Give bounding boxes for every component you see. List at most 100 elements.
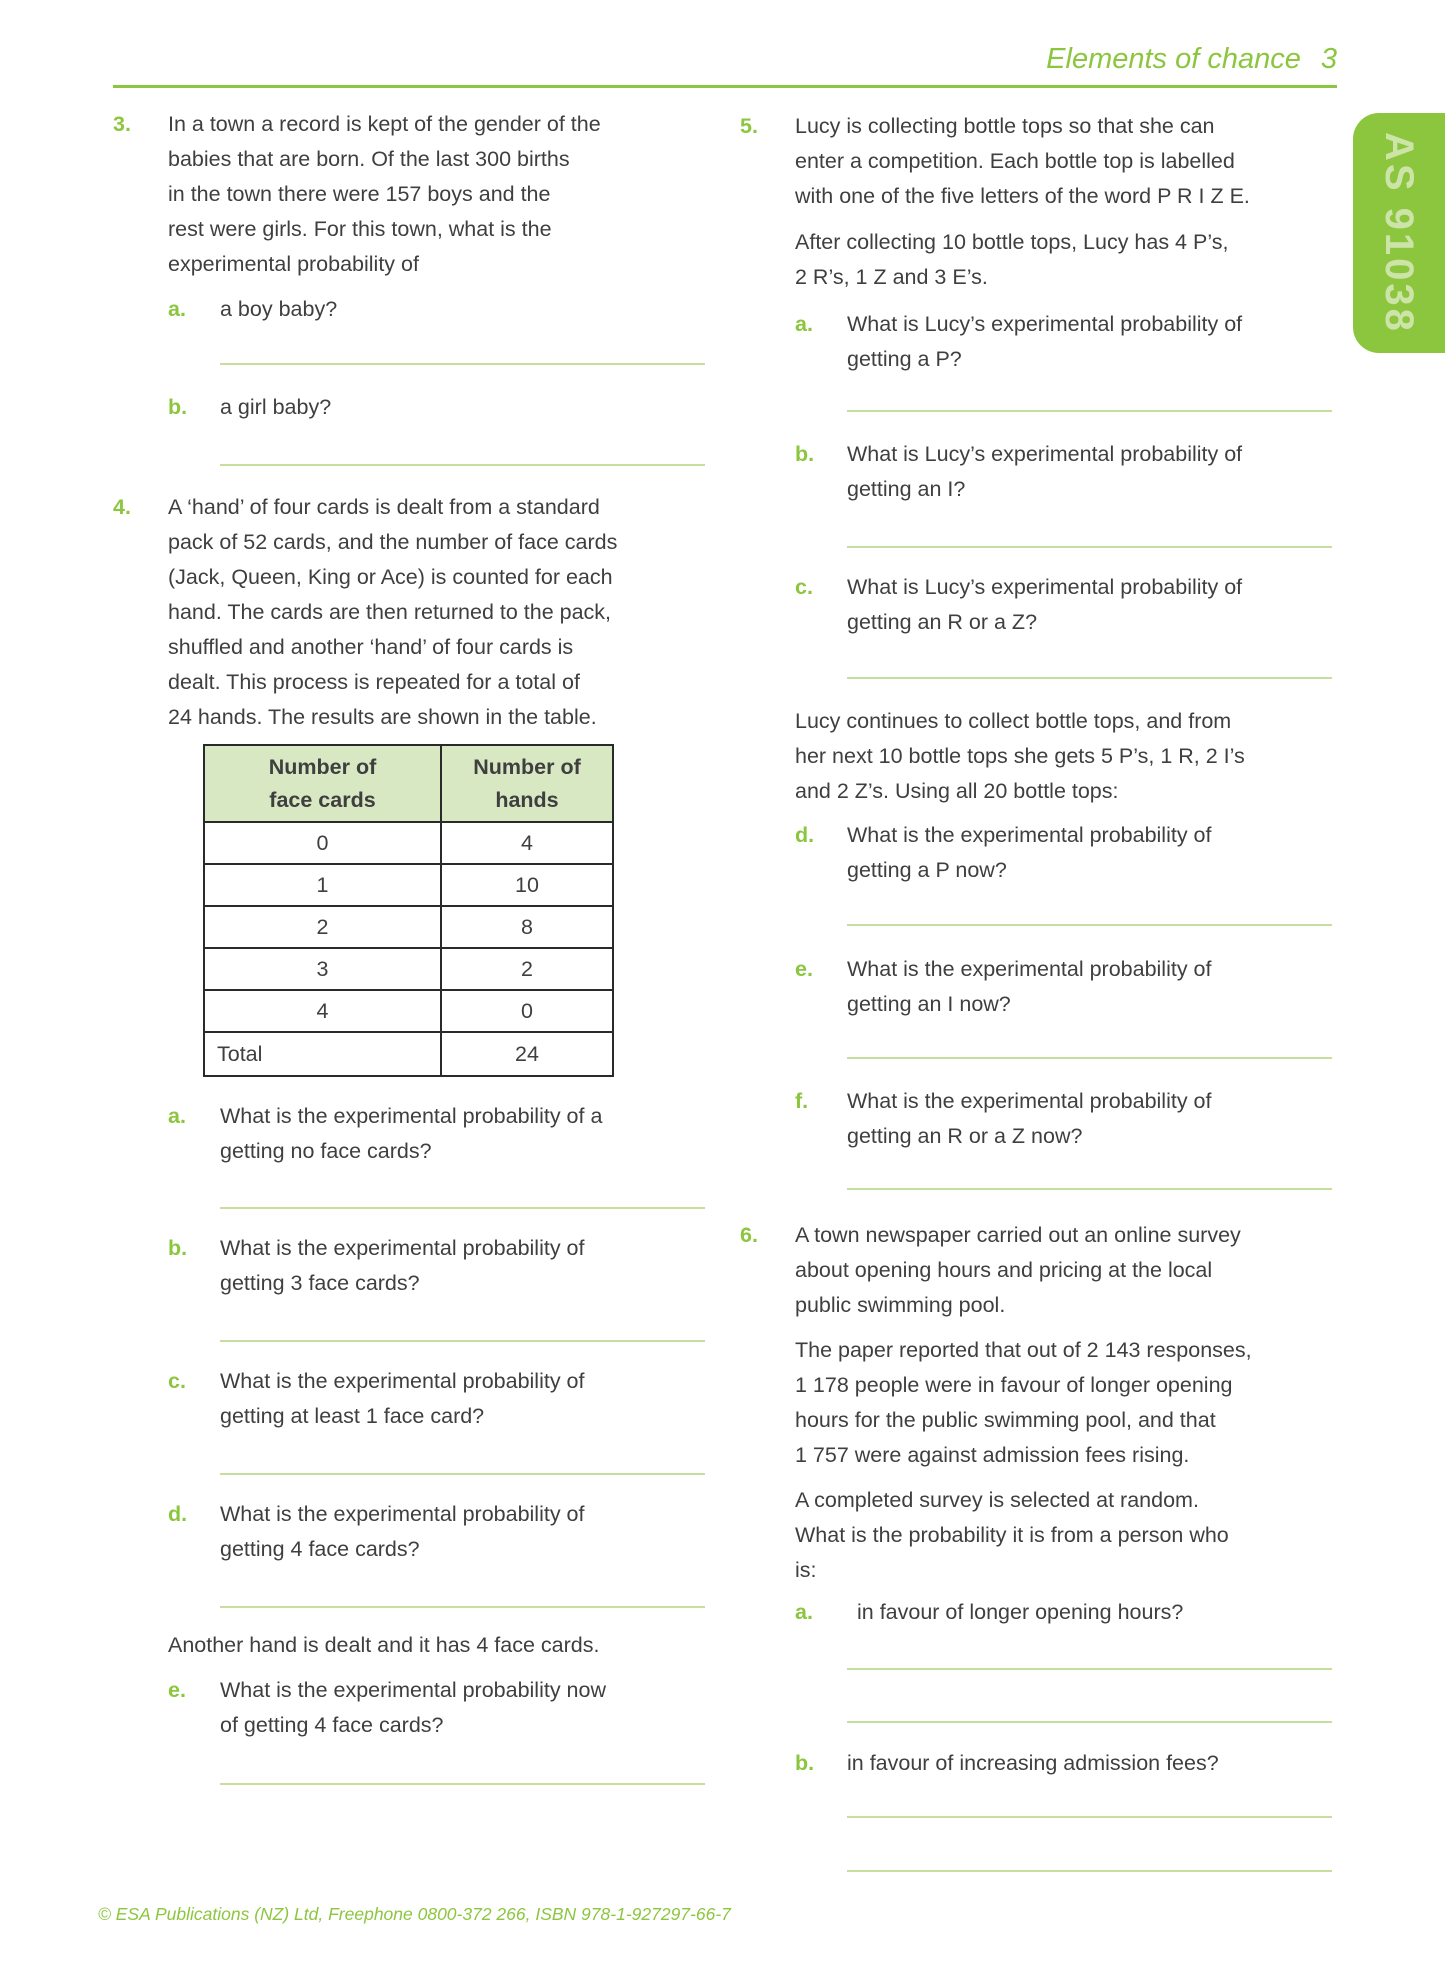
question-4a-label: a. — [168, 1104, 186, 1128]
question-4d-text: What is the experimental probability of … — [220, 1502, 585, 1561]
table-row: 3 2 — [203, 947, 614, 991]
table-row: 1 10 — [203, 863, 614, 907]
table-row: 2 8 — [203, 905, 614, 949]
question-3-text: In a town a record is kept of the gender… — [168, 112, 601, 276]
question-5-text: Lucy is collecting bottle tops so that s… — [795, 114, 1250, 208]
question-6-number: 6. — [740, 1223, 758, 1247]
table-header-hands: Number of hands — [440, 744, 614, 823]
question-3b-text: a girl baby? — [220, 395, 332, 419]
question-5: 5. Lucy is collecting bottle tops so tha… — [740, 109, 1332, 1190]
question-6: 6. A town newspaper carried out an onlin… — [740, 1218, 1332, 1872]
question-5-note: Lucy continues to collect bottle tops, a… — [795, 709, 1245, 803]
question-4a-text: What is the experimental probability of … — [220, 1104, 603, 1163]
table-cell: 2 — [203, 905, 442, 949]
results-table: Number of face cards Number of hands 0 4… — [203, 744, 614, 1077]
question-4b-label: b. — [168, 1236, 188, 1260]
question-5c-text: What is Lucy’s experimental probability … — [847, 575, 1243, 634]
question-4-note: Another hand is dealt and it has 4 face … — [168, 1633, 600, 1657]
question-4-text: A ‘hand’ of four cards is dealt from a s… — [168, 495, 618, 729]
answer-line — [847, 1721, 1332, 1723]
table-cell: 0 — [203, 821, 442, 865]
answer-line — [847, 677, 1332, 679]
question-5a-text: What is Lucy’s experimental probability … — [847, 312, 1243, 371]
table-cell: 8 — [440, 905, 614, 949]
question-5b: b. What is Lucy’s experimental probabili… — [795, 437, 1332, 507]
question-4c: c. What is the experimental probability … — [168, 1364, 705, 1434]
table-header-face-cards: Number of face cards — [203, 744, 442, 823]
question-4a: a. What is the experimental probability … — [168, 1099, 705, 1169]
answer-line — [847, 1188, 1332, 1190]
table-header-row: Number of face cards Number of hands — [203, 744, 614, 823]
standard-tab-label: AS 91038 — [1377, 132, 1421, 334]
question-3a-label: a. — [168, 297, 186, 321]
question-5b-label: b. — [795, 442, 815, 466]
page-number: 3 — [1320, 43, 1337, 75]
question-6b: b. in favour of increasing admission fee… — [795, 1746, 1332, 1781]
footer-credit: © ESA Publications (NZ) Ltd, Freephone 0… — [98, 1904, 731, 1924]
answer-line — [220, 1473, 705, 1475]
question-5-number: 5. — [740, 114, 758, 138]
table-cell: 0 — [440, 989, 614, 1033]
question-4c-label: c. — [168, 1369, 186, 1393]
answer-line — [847, 924, 1332, 926]
table-total-row: Total 24 — [203, 1031, 614, 1077]
question-6-text: A town newspaper carried out an online s… — [795, 1223, 1241, 1317]
question-5e-text: What is the experimental probability of … — [847, 957, 1212, 1016]
answer-line — [220, 464, 705, 466]
question-4b-text: What is the experimental probability of … — [220, 1236, 585, 1295]
answer-line — [847, 1668, 1332, 1670]
question-6a-label: a. — [795, 1600, 813, 1624]
question-6-text2: The paper reported that out of 2 143 res… — [795, 1338, 1252, 1467]
question-5d: d. What is the experimental probability … — [795, 818, 1332, 888]
answer-line — [847, 1057, 1332, 1059]
answer-line — [220, 1783, 705, 1785]
right-column: 5. Lucy is collecting bottle tops so tha… — [740, 109, 1332, 1872]
question-5f-label: f. — [795, 1089, 809, 1113]
question-5a-label: a. — [795, 312, 813, 336]
question-5e-label: e. — [795, 957, 813, 981]
question-6a-text: in favour of longer opening hours? — [857, 1600, 1184, 1624]
question-5f-text: What is the experimental probability of … — [847, 1089, 1212, 1148]
question-4e-label: e. — [168, 1678, 186, 1702]
question-4d-label: d. — [168, 1502, 188, 1526]
answer-line — [220, 1606, 705, 1608]
question-5c: c. What is Lucy’s experimental probabili… — [795, 570, 1332, 640]
answer-line — [847, 1870, 1332, 1872]
answer-line — [847, 410, 1332, 412]
question-5d-text: What is the experimental probability of … — [847, 823, 1212, 882]
left-column: 3. In a town a record is kept of the gen… — [113, 107, 705, 1785]
question-4e-text: What is the experimental probability now… — [220, 1678, 606, 1737]
question-5c-label: c. — [795, 575, 813, 599]
question-4b: b. What is the experimental probability … — [168, 1231, 705, 1301]
table-row: 4 0 — [203, 989, 614, 1033]
question-3-number: 3. — [113, 112, 131, 136]
question-4e: e. What is the experimental probability … — [168, 1673, 705, 1743]
question-3a-text: a boy baby? — [220, 297, 338, 321]
table-cell: 3 — [203, 947, 442, 991]
answer-line — [220, 1207, 705, 1209]
question-6b-text: in favour of increasing admission fees? — [847, 1751, 1219, 1775]
page-title: Elements of chance 3 — [113, 42, 1337, 77]
question-4-number: 4. — [113, 495, 131, 519]
table-total-value: 24 — [440, 1031, 614, 1077]
standard-tab: AS 91038 — [1353, 113, 1445, 353]
question-3: 3. In a town a record is kept of the gen… — [113, 107, 705, 466]
table-cell: 4 — [203, 989, 442, 1033]
question-5f: f. What is the experimental probability … — [795, 1084, 1332, 1154]
question-6-text3: A completed survey is selected at random… — [795, 1488, 1229, 1582]
table-cell: 2 — [440, 947, 614, 991]
question-4d: d. What is the experimental probability … — [168, 1497, 705, 1567]
question-6b-label: b. — [795, 1751, 815, 1775]
answer-line — [220, 1340, 705, 1342]
question-5e: e. What is the experimental probability … — [795, 952, 1332, 1022]
table-cell: 1 — [203, 863, 442, 907]
table-cell: 10 — [440, 863, 614, 907]
header-rule — [113, 85, 1337, 88]
question-4: 4. A ‘hand’ of four cards is dealt from … — [113, 490, 705, 1785]
question-5d-label: d. — [795, 823, 815, 847]
table-cell: 4 — [440, 821, 614, 865]
answer-line — [847, 546, 1332, 548]
answer-line — [220, 363, 705, 365]
question-3b: b. a girl baby? — [168, 390, 705, 425]
